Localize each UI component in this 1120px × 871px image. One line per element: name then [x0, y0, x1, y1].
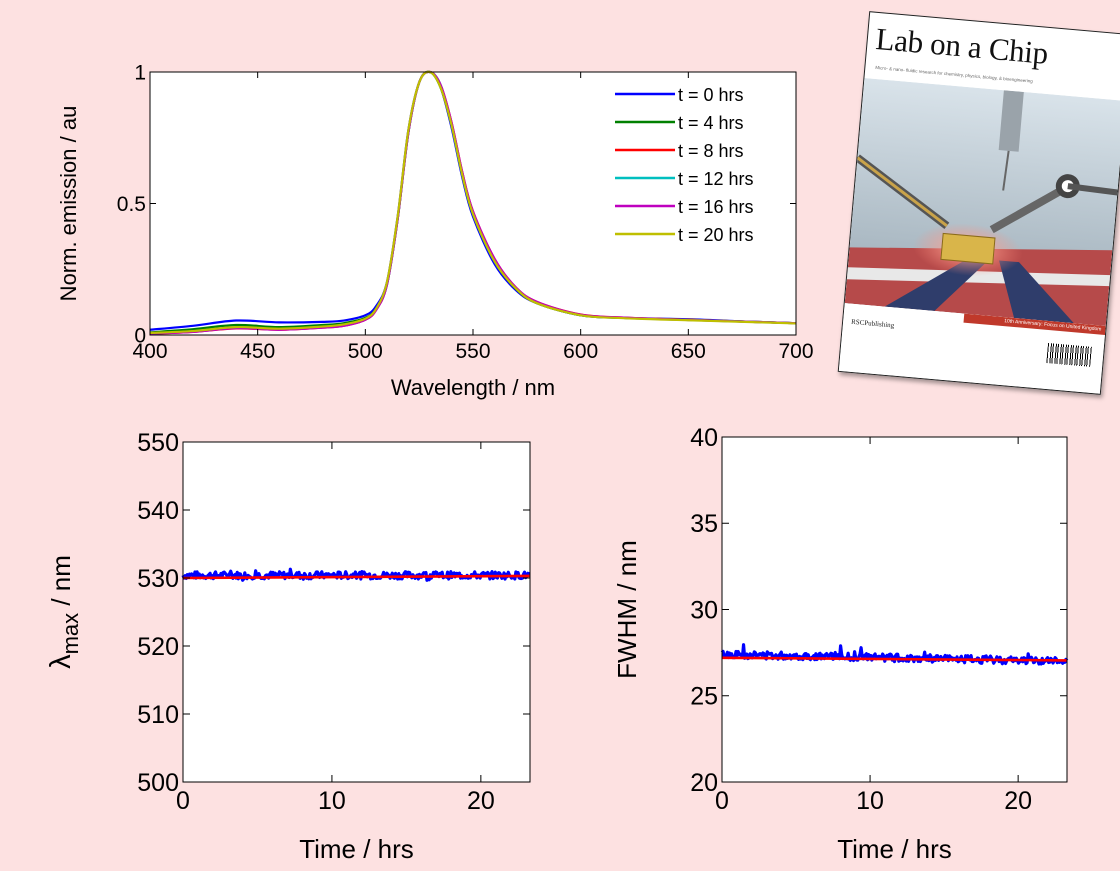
legend-label: t = 0 hrs	[678, 85, 744, 105]
x-axis-label: Time / hrs	[837, 834, 952, 864]
emission-spectra-chart: 400 450 500 550 600 650 700 0 0.5 1 Wavelength / n…	[56, 61, 814, 400]
linear-fit-line	[721, 656, 1068, 662]
x-axis-label: Wavelength / nm	[391, 375, 555, 400]
y-tick-label: 30	[690, 596, 718, 624]
linear-fit-line	[182, 574, 531, 580]
y-tick-label: 1	[134, 61, 146, 84]
x-tick-label: 10	[856, 787, 884, 815]
x-tick-label: 0	[176, 787, 190, 815]
y-axis-label: Norm. emission / au	[56, 106, 81, 302]
y-tick-label: 540	[137, 497, 179, 525]
legend-label: t = 16 hrs	[678, 197, 754, 217]
fwhm-chart: 0 10 20 20 25 30 35 40 Time / hrs FWHM / nm	[612, 424, 1069, 864]
y-tick-label: 0.5	[117, 193, 146, 216]
y-tick-label: 0	[134, 324, 146, 347]
x-tick-label: 500	[348, 340, 383, 363]
x-tick-label: 550	[455, 340, 490, 363]
plot-area	[150, 72, 796, 335]
x-tick-label: 650	[671, 340, 706, 363]
y-tick-label: 530	[137, 565, 179, 593]
journal-cover-title: Lab on a Chip	[874, 20, 1050, 71]
x-tick-label: 450	[240, 340, 275, 363]
legend-label: t = 12 hrs	[678, 169, 754, 189]
legend-label: t = 4 hrs	[678, 113, 744, 133]
x-tick-label: 700	[778, 340, 813, 363]
y-axis-label: FWHM / nm	[612, 540, 642, 679]
plot-area	[722, 437, 1067, 782]
y-tick-label: 520	[137, 633, 179, 661]
x-tick-label: 20	[467, 787, 495, 815]
plot-area	[183, 442, 530, 782]
legend-label: t = 20 hrs	[678, 225, 754, 245]
barcode-icon	[1046, 343, 1092, 367]
journal-cover-publisher: RSCPublishing	[850, 317, 895, 330]
lambda-max-chart: 0 10 20 500 510 520 530 540 550 Time / hrs λmax / …	[45, 429, 531, 864]
y-tick-label: 500	[137, 769, 179, 797]
y-tick-label: 550	[137, 429, 179, 457]
journal-cover-image: Lab on a Chip Micro- & nano- fluidic res…	[837, 11, 1120, 395]
y-tick-label: 25	[690, 683, 718, 711]
y-tick-label: 20	[690, 769, 718, 797]
x-tick-label: 20	[1004, 787, 1032, 815]
plot-frame	[182, 441, 531, 783]
journal-cover-artwork	[844, 78, 1120, 326]
legend-label: t = 8 hrs	[678, 141, 744, 161]
y-tick-label: 35	[690, 510, 718, 538]
y-axis-label: λmax / nm	[45, 555, 83, 669]
x-tick-label: 10	[318, 787, 346, 815]
y-tick-label: 510	[137, 701, 179, 729]
x-tick-label: 600	[563, 340, 598, 363]
x-axis-label: Time / hrs	[299, 834, 414, 864]
y-tick-label: 40	[690, 424, 718, 452]
x-tick-label: 400	[132, 340, 167, 363]
x-tick-label: 0	[715, 787, 729, 815]
